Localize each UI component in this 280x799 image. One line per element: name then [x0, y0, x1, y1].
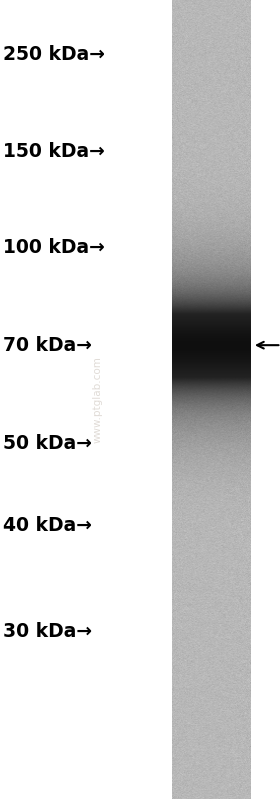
Text: 250 kDa→: 250 kDa→ — [3, 45, 105, 64]
Text: 70 kDa→: 70 kDa→ — [3, 336, 92, 355]
Text: 30 kDa→: 30 kDa→ — [3, 622, 92, 641]
Text: www.ptglab.com: www.ptglab.com — [93, 356, 103, 443]
Text: 150 kDa→: 150 kDa→ — [3, 142, 105, 161]
Text: 50 kDa→: 50 kDa→ — [3, 434, 92, 453]
Text: 100 kDa→: 100 kDa→ — [3, 238, 105, 257]
Text: 40 kDa→: 40 kDa→ — [3, 516, 92, 535]
